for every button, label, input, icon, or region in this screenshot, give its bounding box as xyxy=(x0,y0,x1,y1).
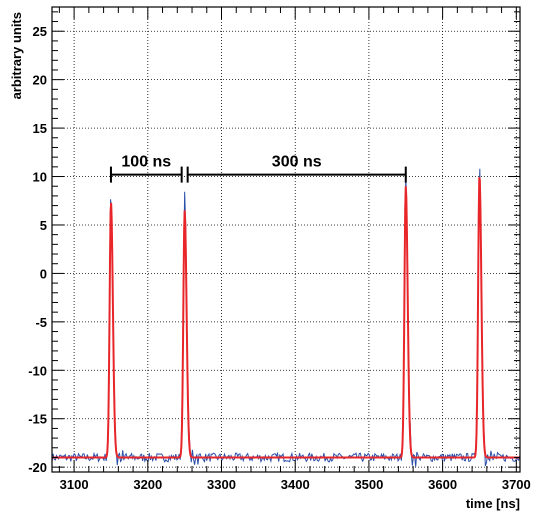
y-tick-label: 10 xyxy=(33,170,47,185)
x-tick-label: 3200 xyxy=(133,477,162,492)
tick-labels: 3100 3200 3300 3400 3500 3600 3700 -20 -15 -10 -5 0… xyxy=(28,24,531,492)
series-layer xyxy=(51,168,521,467)
grid xyxy=(52,7,520,472)
y-tick-label: 20 xyxy=(33,73,47,88)
x-tick-label: 3300 xyxy=(207,477,236,492)
x-tick-label: 3100 xyxy=(60,477,89,492)
x-tick-label: 3600 xyxy=(428,477,457,492)
y-tick-label: 25 xyxy=(33,24,47,39)
fit-curve-line xyxy=(52,177,520,459)
interval-label: 300 ns xyxy=(272,154,322,171)
interval-label: 100 ns xyxy=(121,154,171,171)
y-tick-label: -5 xyxy=(35,315,47,330)
plot-frame xyxy=(51,6,521,473)
y-tick-label: -10 xyxy=(28,363,47,378)
x-tick-label: 3400 xyxy=(281,477,310,492)
y-tick-label: 0 xyxy=(40,266,47,281)
axes xyxy=(51,6,521,473)
y-tick-label: -20 xyxy=(28,460,47,475)
x-tick-label: 3700 xyxy=(502,477,531,492)
x-axis-label: time [ns] xyxy=(466,496,520,511)
x-tick-label: 3500 xyxy=(354,477,383,492)
y-tick-label: -15 xyxy=(28,412,47,427)
measured-waveform-line xyxy=(51,168,521,467)
y-axis-label: arbitrary units xyxy=(9,12,24,99)
annotation-layer: 100 ns 300 ns xyxy=(109,154,407,183)
y-tick-label: 5 xyxy=(40,218,47,233)
y-tick-label: 15 xyxy=(33,121,47,136)
